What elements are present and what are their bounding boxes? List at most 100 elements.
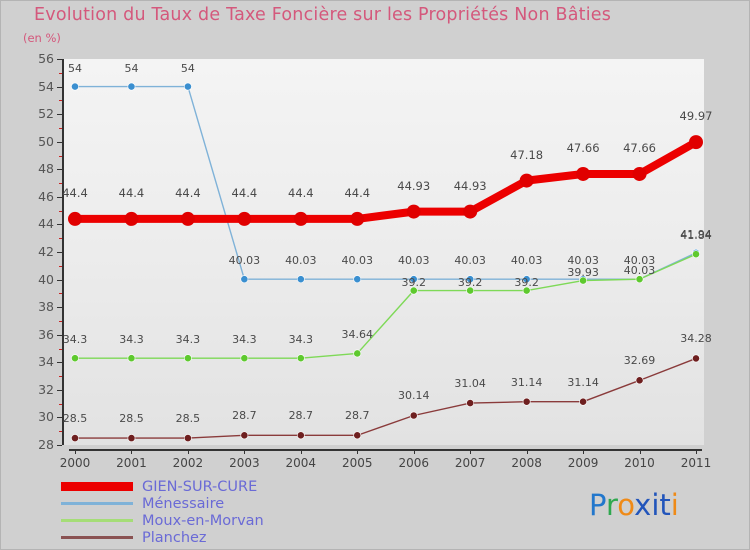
y-axis-tick-label: 28	[38, 437, 54, 452]
data-point-label: 47.66	[623, 140, 656, 155]
data-point-label: 44.4	[231, 185, 258, 200]
y-axis-tick-label: 40	[38, 271, 54, 287]
data-point-label: 34.3	[62, 333, 88, 347]
y-axis-tick-label: 48	[38, 161, 54, 177]
x-axis-tick-label: 2011	[680, 456, 712, 470]
data-point	[409, 275, 418, 284]
y-axis-minor-tick	[59, 376, 62, 378]
data-point	[466, 275, 475, 284]
x-axis-tick-label: 2004	[285, 456, 317, 470]
data-point-label: 34.3	[288, 333, 314, 347]
data-point	[576, 166, 591, 181]
data-point	[296, 275, 305, 284]
logo-letter: x	[634, 488, 652, 522]
y-axis-tick	[57, 59, 62, 60]
data-point-label: 41.84	[680, 229, 712, 243]
y-axis-tick-label: 56	[38, 51, 54, 66]
y-axis-minor-tick	[59, 265, 62, 267]
x-axis-tick	[131, 449, 133, 454]
data-point-label: 44.4	[118, 185, 145, 200]
data-point	[522, 275, 531, 284]
data-point	[409, 411, 418, 420]
y-axis-minor-tick	[59, 431, 62, 433]
x-axis-tick-label: 2000	[59, 456, 91, 470]
data-point	[463, 204, 478, 219]
data-point	[635, 275, 644, 284]
x-axis-tick	[639, 449, 641, 454]
legend-item-3[interactable]: Moux-en-Morvan	[61, 512, 561, 529]
data-point	[180, 211, 195, 226]
data-point	[350, 211, 365, 226]
x-axis-tick	[75, 449, 76, 454]
y-axis-tick	[57, 252, 62, 253]
data-point	[71, 434, 79, 443]
y-axis-tick-label: 34	[38, 354, 54, 370]
data-point	[124, 211, 139, 226]
logo-letter: P	[589, 488, 606, 522]
data-point	[296, 354, 305, 363]
data-point-label: 40.03	[285, 254, 317, 268]
x-axis-tick	[300, 449, 302, 454]
legend-item-1[interactable]: GIEN-SUR-CURE	[61, 478, 561, 495]
data-point-label: 34.3	[175, 333, 201, 347]
data-point	[692, 354, 700, 363]
data-point-label: 34.28	[680, 332, 712, 346]
x-axis-tick	[696, 449, 697, 454]
y-axis-tick-label: 52	[38, 106, 54, 122]
legend-color-swatch	[61, 502, 133, 505]
y-axis-minor-tick	[59, 155, 62, 157]
data-point	[184, 434, 192, 443]
series-line	[74, 253, 697, 359]
data-point	[240, 354, 249, 363]
data-point	[579, 397, 587, 406]
data-point	[692, 250, 700, 259]
legend-color-swatch	[61, 519, 133, 522]
x-axis-tick-label: 2003	[229, 456, 260, 470]
legend-label: GIEN-SUR-CURE	[142, 478, 258, 495]
y-axis-tick	[57, 307, 62, 309]
y-axis-tick	[57, 141, 62, 143]
data-point-label: 39.2	[401, 275, 426, 289]
data-point-label: 30.14	[397, 389, 430, 403]
logo-letter: t	[659, 488, 671, 522]
data-point-label: 54	[180, 61, 195, 75]
data-point-label: 40.03	[341, 254, 374, 268]
data-point-label: 44.4	[288, 185, 314, 200]
series-line	[74, 85, 697, 280]
legend-item-4[interactable]: Planchez	[61, 529, 561, 546]
y-axis-tick	[57, 224, 62, 226]
data-point-label: 44.4	[344, 185, 371, 200]
x-axis-tick-label: 2008	[511, 456, 542, 470]
data-point	[68, 211, 82, 226]
data-point-label: 31.04	[454, 377, 486, 391]
legend-item-2[interactable]: Ménessaire	[61, 495, 561, 512]
data-point-label: 41.94	[680, 227, 712, 241]
x-axis-tick	[583, 449, 585, 454]
legend-label: Planchez	[142, 529, 207, 546]
x-axis-tick-label: 2006	[398, 456, 429, 470]
x-axis-tick	[244, 449, 246, 454]
y-axis-tick-label: 44	[38, 216, 54, 232]
x-axis-tick-label: 2010	[624, 456, 655, 470]
y-axis-tick-label: 54	[38, 78, 54, 94]
y-axis-tick-label: 42	[38, 244, 54, 259]
y-axis-tick	[57, 334, 62, 336]
y-axis-tick-label: 38	[38, 299, 54, 315]
logo-letter: r	[605, 488, 618, 522]
legend-label: Ménessaire	[142, 495, 225, 512]
y-axis-tick	[57, 362, 62, 364]
series-line	[71, 138, 700, 223]
y-axis-tick-label: 30	[38, 409, 54, 425]
data-point	[71, 354, 79, 363]
x-axis-tick-label: 2007	[454, 456, 486, 470]
y-axis-tick	[57, 86, 62, 88]
data-point-label: 40.03	[510, 254, 543, 268]
data-point	[296, 431, 305, 440]
data-point-label: 31.14	[510, 375, 543, 389]
data-point	[632, 166, 647, 181]
data-point	[184, 354, 192, 363]
chart-legend: GIEN-SUR-CURE Ménessaire Moux-en-Morvan Pla…	[61, 478, 561, 546]
page-title: Evolution du Taux de Taxe Foncière sur l…	[34, 5, 612, 25]
data-point	[353, 275, 362, 284]
data-point-label: 40.03	[454, 254, 486, 268]
